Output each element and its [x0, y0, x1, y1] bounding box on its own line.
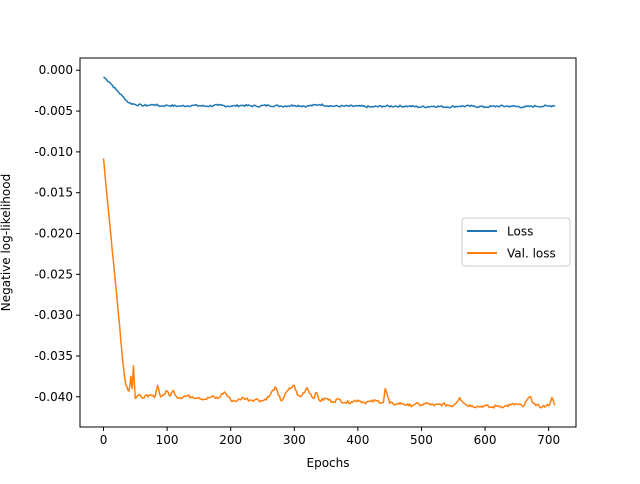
x-axis-label: Epochs	[307, 456, 350, 470]
series-line-val-loss	[102, 158, 556, 409]
axes-frame	[79, 57, 577, 428]
legend-label: Val. loss	[507, 247, 556, 261]
x-tick-label: 0	[100, 433, 108, 447]
series-line-loss	[103, 76, 556, 109]
legend: Loss Val. loss	[461, 217, 571, 267]
y-axis-label: Negative log-likelihood	[0, 174, 13, 311]
y-tick-label: 0.000	[39, 63, 73, 77]
y-tick-label: -0.025	[34, 267, 73, 281]
x-tick-label: 600	[474, 433, 497, 447]
x-tick-label: 300	[283, 433, 306, 447]
y-tick-label: -0.010	[34, 145, 73, 159]
series-layer	[102, 76, 556, 409]
axes-layer	[79, 57, 577, 428]
ticks-layer: 0 100 200 300 400 500 600 700 0.000 -0.005 -0.010 -…	[34, 63, 560, 447]
x-tick-label: 700	[537, 433, 560, 447]
legend-label: Loss	[507, 225, 533, 239]
y-tick-label: -0.005	[34, 104, 73, 118]
x-tick-label: 100	[156, 433, 179, 447]
y-tick-label: -0.020	[34, 227, 73, 241]
x-tick-label: 500	[410, 433, 433, 447]
x-tick-label: 200	[219, 433, 242, 447]
y-tick-label: -0.030	[34, 308, 73, 322]
y-tick-label: -0.040	[34, 390, 73, 404]
x-tick-label: 400	[346, 433, 369, 447]
y-tick-label: -0.015	[34, 186, 73, 200]
y-tick-label: -0.035	[34, 349, 73, 363]
